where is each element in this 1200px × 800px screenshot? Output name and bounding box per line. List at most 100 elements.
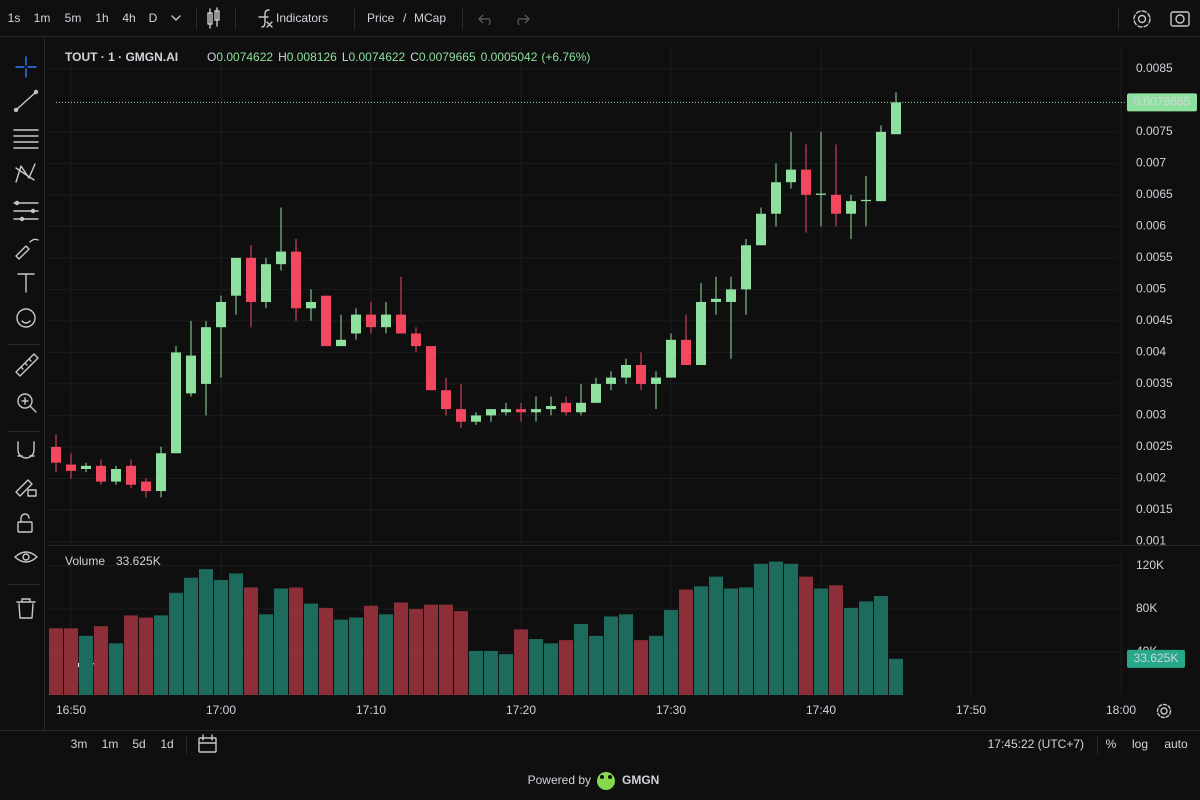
volume-bar	[619, 614, 633, 695]
volume-bar	[694, 586, 708, 695]
volume-bar	[484, 650, 498, 695]
candle-body	[111, 468, 121, 482]
candle-body	[441, 390, 451, 410]
volume-bar	[514, 629, 528, 695]
volume-bar	[94, 626, 108, 695]
candle-body	[831, 194, 841, 214]
volume-bar	[169, 592, 183, 695]
x-tick-label: 17:00	[206, 703, 236, 717]
ohlc-key: L	[342, 50, 349, 64]
last-price-label: 0.0079665	[1134, 95, 1191, 109]
candle-body	[861, 199, 871, 202]
candle-body	[891, 102, 901, 135]
y-tick-label: 0.001	[1136, 534, 1166, 548]
candle-body	[816, 193, 826, 195]
volume-bar	[364, 605, 378, 695]
y-tick-label: 0.004	[1136, 345, 1166, 359]
candle-body	[771, 182, 781, 214]
screenshot-button[interactable]	[1170, 11, 1190, 27]
candle-body	[606, 377, 616, 384]
candle-body	[846, 201, 856, 214]
candle-body	[216, 301, 226, 328]
candle-body	[726, 289, 736, 302]
volume-bar	[184, 577, 198, 695]
scale-option[interactable]: %	[1106, 737, 1117, 751]
candle-body	[126, 465, 136, 485]
volume-bar	[424, 604, 438, 695]
candle-body	[756, 213, 766, 246]
y-tick-label: 0.0085	[1136, 61, 1173, 75]
ohlc-key: H	[278, 50, 287, 64]
x-tick-label: 17:40	[806, 703, 836, 717]
volume-bar	[109, 643, 123, 695]
candle-body	[411, 333, 421, 347]
y-tick-label: 0.005	[1136, 282, 1166, 296]
ohlc-legend: O0.0074622 H0.008126 L0.0074622 C0.0079665 0…	[207, 50, 590, 64]
range-button[interactable]: 1d	[160, 737, 173, 751]
candle-body	[276, 251, 286, 265]
candle-body	[156, 453, 166, 492]
volume-bar	[844, 607, 858, 695]
candle-body	[801, 169, 811, 195]
candle-body	[486, 409, 496, 416]
brand: GMGN	[622, 773, 659, 787]
candle-body	[396, 314, 406, 334]
range-button[interactable]: 3m	[71, 737, 88, 751]
indicators-icon[interactable]	[258, 9, 273, 28]
volume-title: Volume	[65, 554, 105, 568]
interval-button[interactable]: 1s	[8, 11, 21, 25]
toggle-separator: /	[403, 11, 407, 25]
volume-bar	[244, 587, 258, 695]
candle-body	[66, 464, 76, 471]
axis-settings[interactable]	[1156, 703, 1172, 719]
candle-body	[291, 251, 301, 309]
ohlc-key: C	[410, 50, 419, 64]
indicators-button[interactable]: Indicators	[276, 11, 328, 25]
volume-bar	[859, 601, 873, 695]
candle-body	[531, 409, 541, 413]
mcap-toggle[interactable]: MCap	[414, 11, 446, 25]
ohlc-key: O	[207, 50, 216, 64]
candle-body	[336, 339, 346, 347]
candle-body	[81, 465, 91, 469]
volume-bar	[304, 603, 318, 695]
date-range-button[interactable]	[198, 734, 217, 753]
interval-button[interactable]: D	[149, 11, 158, 25]
scale-option[interactable]: auto	[1164, 737, 1188, 751]
chart-type-button[interactable]	[207, 7, 220, 29]
candle-body	[246, 257, 256, 302]
y-tick-label: 0.003	[1136, 408, 1166, 422]
x-tick-label: 18:00	[1106, 703, 1136, 717]
volume-bar	[79, 635, 93, 695]
drawing-tools[interactable]	[13, 56, 39, 619]
y-tick-label: 0.0035	[1136, 376, 1173, 390]
price-toggle[interactable]: Price	[367, 11, 395, 25]
y-tick-label: 0.0045	[1136, 313, 1173, 327]
y-tick-label: 0.0065	[1136, 187, 1173, 201]
interval-button[interactable]: 1h	[95, 11, 108, 25]
x-tick-label: 17:50	[956, 703, 986, 717]
redo-button[interactable]	[517, 14, 530, 26]
clock: 17:45:22 (UTC+7)	[988, 737, 1084, 751]
interval-button[interactable]: 5m	[65, 11, 82, 25]
volume-tick-label: 80K	[1136, 601, 1157, 615]
settings-button[interactable]	[1133, 10, 1151, 28]
interval-dropdown[interactable]	[171, 15, 181, 21]
volume-bar	[439, 604, 453, 695]
undo-button[interactable]	[478, 14, 491, 26]
range-button[interactable]: 5d	[132, 737, 145, 751]
volume-bar	[409, 608, 423, 695]
scale-option[interactable]: log	[1132, 737, 1148, 751]
candle-body	[321, 295, 331, 347]
candle-body	[201, 327, 211, 384]
range-button[interactable]: 1m	[102, 737, 119, 751]
gmgn-logo	[597, 772, 615, 790]
change-pct: (+6.76%)	[541, 50, 590, 64]
candle-body	[471, 415, 481, 422]
volume-bar	[574, 624, 588, 695]
interval-button[interactable]: 4h	[122, 11, 135, 25]
volume-bar	[649, 635, 663, 695]
interval-button[interactable]: 1m	[34, 11, 51, 25]
candle-body	[516, 409, 526, 413]
volume-bar	[349, 617, 363, 695]
